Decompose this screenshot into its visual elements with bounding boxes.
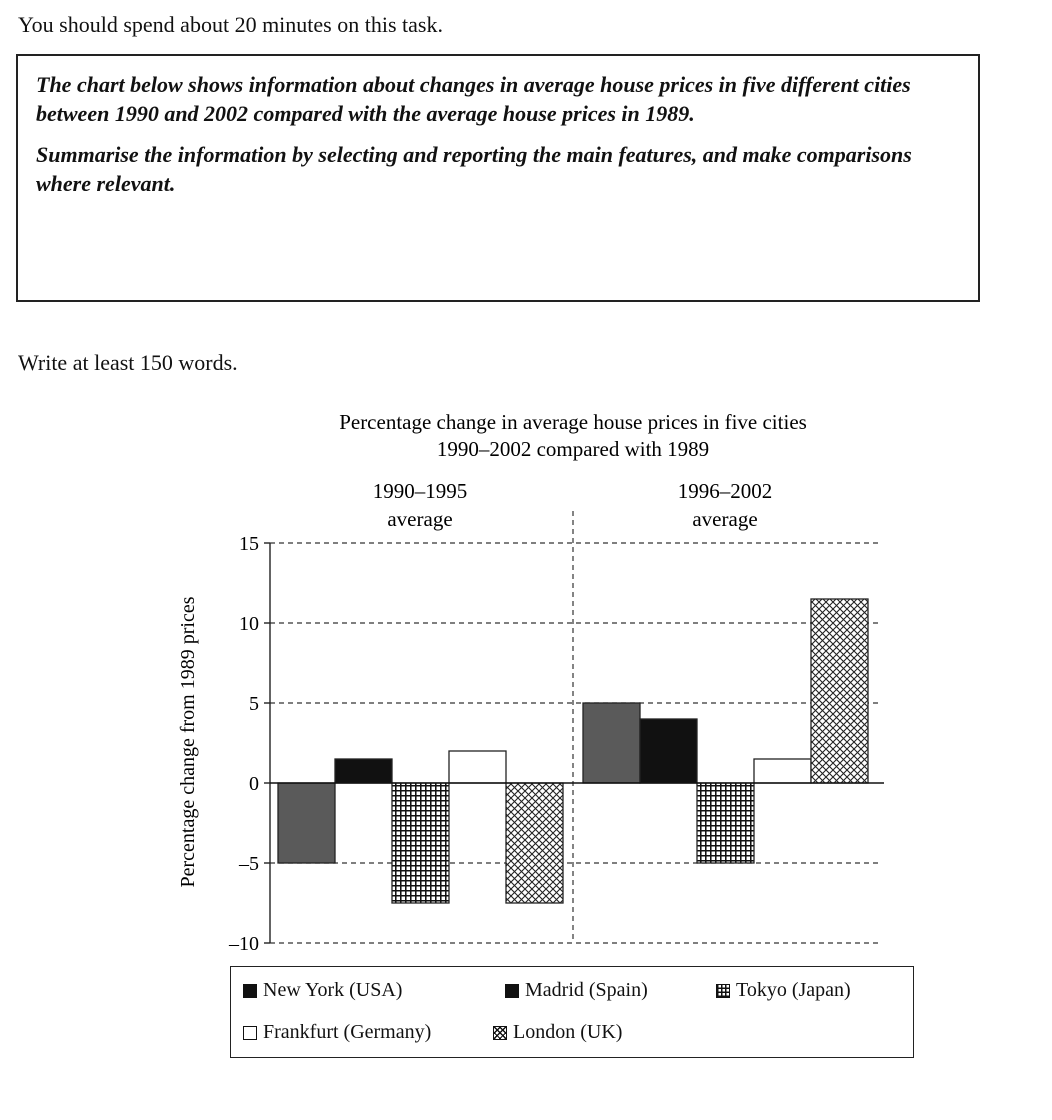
legend-label-new-york: New York (USA) (263, 979, 403, 1001)
task-description: The chart below shows information about … (36, 72, 911, 126)
bar-tokyo-1996-2002 (696, 782, 755, 864)
plot-area: 15 10 5 0 –5 –10 (228, 511, 884, 955)
bar-tokyo-1990-1995 (391, 782, 450, 904)
y-tick-label: 10 (239, 613, 259, 635)
legend-swatch-london (493, 1025, 507, 1040)
time-instruction: You should spend about 20 minutes on thi… (18, 12, 443, 37)
y-tick-label: –5 (238, 853, 259, 875)
chart-title-line-1: Percentage change in average house price… (339, 410, 807, 434)
bar-london-1990-1995 (505, 782, 564, 904)
legend-label-london: London (UK) (513, 1021, 623, 1043)
legend-swatch-frankfurt (243, 1025, 257, 1040)
y-tick-label: –10 (228, 933, 259, 955)
bar-new-york-1996-2002 (582, 702, 641, 784)
y-tick-label: 15 (239, 533, 259, 555)
y-axis-label: Percentage change from 1989 prices (177, 596, 199, 887)
word-count-instruction: Write at least 150 words. (18, 350, 238, 375)
legend-label-tokyo: Tokyo (Japan) (736, 979, 851, 1001)
legend-swatch-tokyo (716, 983, 730, 998)
legend-item-london: London (UK) (493, 1021, 622, 1044)
category-label-2-line-2: average (692, 507, 757, 531)
y-tick-label: 0 (249, 773, 259, 795)
bar-madrid-1990-1995 (334, 758, 393, 784)
category-label-2-line-1: 1996–2002 (678, 479, 773, 503)
y-tick-label: 5 (249, 693, 259, 715)
legend-swatch-madrid (505, 983, 519, 998)
bar-frankfurt-1996-2002 (753, 758, 812, 784)
category-label-1-line-1: 1990–1995 (373, 479, 468, 503)
legend-label-frankfurt: Frankfurt (Germany) (263, 1021, 432, 1043)
task-prompt-box: The chart below shows information about … (16, 54, 980, 302)
legend-label-madrid: Madrid (Spain) (525, 979, 648, 1001)
legend-swatch-new-york (243, 983, 257, 998)
chart-legend: New York (USA) Madrid (Spain) Tokyo (Jap… (230, 966, 914, 1058)
chart-title-line-2: 1990–2002 compared with 1989 (437, 437, 709, 461)
task-directive: Summarise the information by selecting a… (36, 142, 912, 196)
legend-item-new-york: New York (USA) (243, 979, 402, 1002)
legend-item-tokyo: Tokyo (Japan) (716, 979, 851, 1002)
bar-new-york-1990-1995 (277, 782, 336, 864)
legend-item-frankfurt: Frankfurt (Germany) (243, 1021, 431, 1044)
bar-london-1996-2002 (810, 598, 869, 784)
legend-item-madrid: Madrid (Spain) (505, 979, 648, 1002)
bar-madrid-1996-2002 (639, 718, 698, 784)
bar-frankfurt-1990-1995 (448, 750, 507, 784)
category-label-1-line-2: average (387, 507, 452, 531)
